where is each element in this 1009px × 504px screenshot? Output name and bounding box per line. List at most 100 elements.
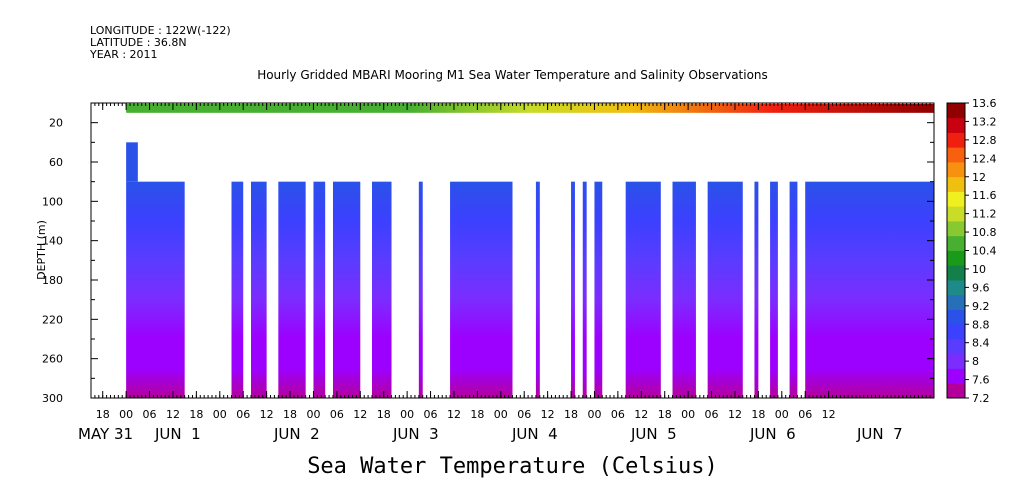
x-hour-label: 06 bbox=[143, 408, 157, 421]
profile-data-block bbox=[805, 181, 934, 398]
colorbar-swatch bbox=[947, 221, 965, 237]
x-hour-label: 00 bbox=[775, 408, 789, 421]
colorbar-swatch bbox=[947, 117, 965, 133]
profile-data-block bbox=[789, 181, 798, 398]
axis-layer: 20 60 100 140 180 220 260 300 18 00 06 12 18 00 06 12 18… bbox=[42, 102, 935, 443]
profile-data-block bbox=[672, 181, 696, 398]
x-hour-label: 12 bbox=[634, 408, 648, 421]
colorbar-swatch bbox=[947, 265, 965, 281]
x-day-label: MAY 31 bbox=[78, 425, 133, 443]
colorbar-swatch bbox=[947, 250, 965, 266]
colorbar-tick-label: 8.8 bbox=[972, 318, 990, 331]
x-day-label: JUN 7 bbox=[856, 425, 903, 443]
x-hour-label: 00 bbox=[681, 408, 695, 421]
profile-data-block bbox=[231, 181, 244, 398]
x-hour-label: 06 bbox=[611, 408, 625, 421]
profile-data-block bbox=[418, 181, 423, 398]
x-hour-label: 12 bbox=[822, 408, 836, 421]
colorbar-swatch bbox=[947, 235, 965, 251]
x-hour-label: 00 bbox=[400, 408, 414, 421]
x-hour-label: 18 bbox=[283, 408, 297, 421]
x-hour-label: 12 bbox=[447, 408, 461, 421]
x-hour-label: 18 bbox=[658, 408, 672, 421]
footer-label: Sea Water Temperature (Celsius) bbox=[0, 454, 1009, 479]
x-day-label: JUN 1 bbox=[154, 425, 201, 443]
x-hour-label: 18 bbox=[377, 408, 391, 421]
colorbar-tick-label: 8 bbox=[972, 355, 979, 368]
colorbar-tick-label: 10.4 bbox=[972, 245, 997, 258]
x-hour-label: 00 bbox=[494, 408, 508, 421]
x-day-label: JUN 4 bbox=[511, 425, 558, 443]
y-tick-label: 140 bbox=[42, 235, 63, 248]
colorbar-tick-label: 8.4 bbox=[972, 337, 990, 350]
colorbar-swatch bbox=[947, 191, 965, 207]
y-axis-label: DEPTH (m) bbox=[35, 220, 48, 280]
colorbar-swatch bbox=[947, 383, 965, 399]
x-hour-label: 06 bbox=[705, 408, 719, 421]
colorbar-tick-label: 12.4 bbox=[972, 152, 997, 165]
y-tick-label: 220 bbox=[42, 313, 63, 326]
profile-data-block bbox=[770, 181, 778, 398]
colorbar-tick-label: 11.6 bbox=[972, 189, 997, 202]
profile-data-block bbox=[450, 181, 513, 398]
upper-sensor-block bbox=[126, 142, 138, 182]
y-tick-label: 180 bbox=[42, 274, 63, 287]
colorbar-swatch bbox=[947, 368, 965, 384]
x-hour-label: 12 bbox=[728, 408, 742, 421]
chart-title-text: Hourly Gridded MBARI Mooring M1 Sea Wate… bbox=[257, 68, 768, 82]
y-tick-label: 260 bbox=[42, 353, 63, 366]
colorbar-tick-label: 7.2 bbox=[972, 392, 990, 405]
data-layer bbox=[126, 103, 934, 398]
longitude-label: LONGITUDE : 122W(-122) bbox=[90, 24, 231, 37]
colorbar-swatch bbox=[947, 339, 965, 355]
footer-label-text: Sea Water Temperature (Celsius) bbox=[307, 454, 718, 479]
x-hour-label: 06 bbox=[424, 408, 438, 421]
profile-data-block bbox=[126, 181, 185, 398]
x-hour-label: 12 bbox=[353, 408, 367, 421]
x-hour-label: 06 bbox=[798, 408, 812, 421]
colorbar-tick-label: 11.2 bbox=[972, 208, 997, 221]
colorbar-swatch bbox=[947, 309, 965, 325]
colorbar-tick-label: 9.2 bbox=[972, 300, 990, 313]
profile-data-block bbox=[707, 181, 743, 398]
colorbar-swatch bbox=[947, 176, 965, 192]
y-tick-label: 60 bbox=[49, 156, 63, 169]
colorbar-tick-label: 9.6 bbox=[972, 281, 990, 294]
x-hour-label: 00 bbox=[306, 408, 320, 421]
colorbar-tick-label: 12.8 bbox=[972, 134, 997, 147]
colorbar-swatch bbox=[947, 162, 965, 178]
profile-data-block bbox=[535, 181, 540, 398]
y-tick-label: 100 bbox=[42, 195, 63, 208]
profile-data-block bbox=[625, 181, 661, 398]
x-hour-label: 06 bbox=[517, 408, 531, 421]
y-tick-label: 300 bbox=[42, 392, 63, 405]
colorbar-swatch bbox=[947, 147, 965, 163]
profile-data-block bbox=[278, 181, 306, 398]
x-hour-label: 18 bbox=[189, 408, 203, 421]
profile-data-block bbox=[571, 181, 575, 398]
x-hour-label: 00 bbox=[213, 408, 227, 421]
colorbar-swatch bbox=[947, 280, 965, 296]
x-hour-label: 12 bbox=[260, 408, 274, 421]
profile-data-block bbox=[594, 181, 603, 398]
colorbar-tick-label: 7.6 bbox=[972, 374, 990, 387]
colorbar-tick-label: 13.6 bbox=[972, 97, 997, 110]
profile-data-block bbox=[582, 181, 587, 398]
x-hour-label: 18 bbox=[470, 408, 484, 421]
colorbar-swatch bbox=[947, 353, 965, 369]
x-day-label: JUN 5 bbox=[630, 425, 677, 443]
colorbar-swatch bbox=[947, 294, 965, 310]
x-hour-label: 00 bbox=[119, 408, 133, 421]
colorbar-tick-label: 10.8 bbox=[972, 226, 997, 239]
x-hour-label: 18 bbox=[751, 408, 765, 421]
x-hour-label: 06 bbox=[330, 408, 344, 421]
colorbar-swatch bbox=[947, 132, 965, 148]
surface-sensor-band bbox=[126, 103, 934, 113]
x-hour-label: 12 bbox=[166, 408, 180, 421]
y-tick-label: 20 bbox=[49, 117, 63, 130]
chart-title: Hourly Gridded MBARI Mooring M1 Sea Wate… bbox=[0, 68, 1009, 82]
x-hour-label: 18 bbox=[564, 408, 578, 421]
x-hour-label: 12 bbox=[541, 408, 555, 421]
colorbar-swatch bbox=[947, 206, 965, 222]
